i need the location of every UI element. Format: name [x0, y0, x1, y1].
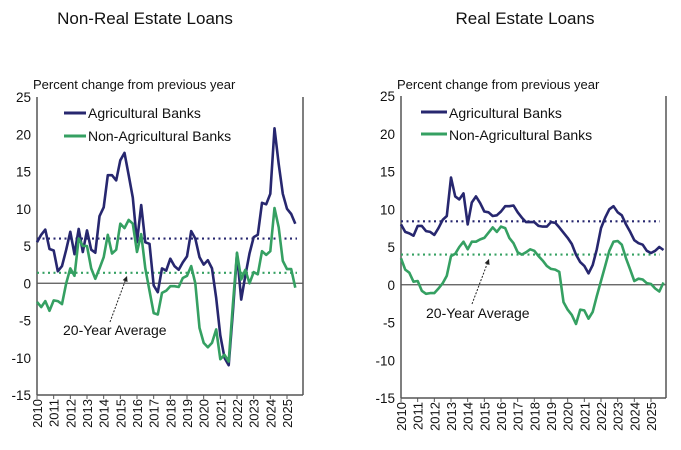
y-tick-label: 5 [23, 239, 31, 254]
series-line-non-agricultural [399, 225, 665, 326]
x-tick-label: 2013 [80, 399, 95, 428]
x-tick-label: 2022 [230, 399, 245, 428]
x-tick-label: 2025 [644, 402, 659, 431]
x-tick-label: 2015 [477, 402, 492, 431]
y-tick-label: 10 [380, 202, 395, 217]
legend-label-agricultural: Agricultural Banks [88, 105, 201, 121]
y-tick-label: -10 [11, 351, 31, 366]
y-tick-label: -15 [11, 388, 31, 403]
y-tick-label: -5 [19, 314, 31, 329]
y-axis-label: Percent change from previous year [397, 77, 600, 92]
y-tick-label: 10 [16, 202, 31, 217]
legend-label-non-agricultural: Non-Agricultural Banks [449, 127, 592, 143]
x-tick-label: 2020 [197, 399, 212, 428]
panel-real-estate-loans: Real Estate Loans Percent change from pr… [375, 9, 667, 431]
x-tick-label: 2022 [594, 402, 609, 431]
arrow-head-icon [484, 259, 490, 265]
panel-non-real-estate-loans: Non-Real Estate Loans Percent change fro… [11, 9, 304, 428]
annotation-arrow [471, 258, 490, 305]
series-line-agricultural [35, 127, 297, 367]
average-annotation: 20-Year Average [63, 322, 167, 338]
x-tick-label: 2014 [97, 399, 112, 428]
x-tick-label: 2011 [411, 402, 426, 430]
y-tick-label: -10 [375, 353, 395, 368]
x-tick-label: 2016 [494, 402, 509, 431]
x-tick-label: 2019 [544, 402, 559, 431]
x-tick-label: 2017 [511, 402, 526, 431]
y-axis-label: Percent change from previous year [33, 77, 236, 92]
legend-label-agricultural: Agricultural Banks [449, 105, 562, 121]
x-tick-label: 2024 [627, 402, 642, 431]
y-tick-label: 25 [16, 90, 31, 105]
x-tick-label: 2023 [247, 399, 262, 428]
x-tick-label: 2021 [577, 402, 592, 431]
x-tick-label: 2011 [47, 399, 62, 427]
annotation-arrow [109, 275, 128, 323]
series-line-agricultural [399, 176, 665, 275]
x-tick-label: 2012 [427, 402, 442, 431]
x-tick-label: 2012 [63, 399, 78, 428]
x-tick-label: 2025 [280, 399, 295, 428]
y-tick-label: 15 [16, 165, 31, 180]
y-tick-label: 20 [16, 127, 31, 142]
y-tick-label: -15 [375, 391, 395, 406]
y-tick-label: 20 [380, 127, 395, 142]
y-tick-label: 0 [23, 276, 31, 291]
y-tick-label: 15 [380, 165, 395, 180]
x-tick-label: 2015 [113, 399, 128, 428]
series-line-non-agricultural [35, 206, 297, 363]
x-tick-label: 2014 [461, 402, 476, 431]
average-annotation: 20-Year Average [426, 305, 530, 321]
y-tick-label: 25 [380, 89, 395, 104]
arrow-head-icon [122, 276, 128, 282]
x-tick-label: 2023 [611, 402, 626, 431]
x-tick-label: 2018 [163, 399, 178, 428]
x-tick-label: 2021 [213, 399, 228, 428]
x-tick-label: 2010 [394, 402, 409, 431]
x-tick-label: 2019 [180, 399, 195, 428]
x-tick-label: 2024 [263, 399, 278, 428]
y-tick-label: 0 [387, 278, 395, 293]
x-tick-label: 2010 [30, 399, 45, 428]
x-tick-label: 2013 [444, 402, 459, 431]
y-tick-label: -5 [383, 316, 395, 331]
y-tick-label: 5 [387, 240, 395, 255]
legend-label-non-agricultural: Non-Agricultural Banks [88, 128, 231, 144]
x-tick-label: 2017 [147, 399, 162, 428]
x-tick-label: 2018 [527, 402, 542, 431]
x-tick-label: 2016 [130, 399, 145, 428]
chart-title: Non-Real Estate Loans [57, 9, 233, 28]
chart-title: Real Estate Loans [456, 9, 595, 28]
x-tick-label: 2020 [561, 402, 576, 431]
